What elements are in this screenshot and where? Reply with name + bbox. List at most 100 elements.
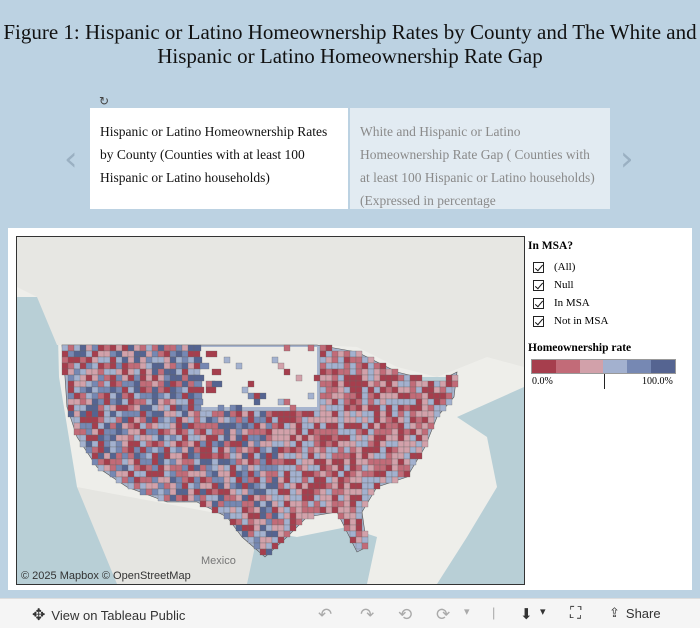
checkbox-icon[interactable] bbox=[533, 280, 544, 291]
county-map[interactable]: Mexico © 2025 Mapbox © OpenStreetMap bbox=[16, 236, 525, 585]
county-shape bbox=[332, 495, 338, 501]
county-shape bbox=[326, 351, 332, 357]
county-shape bbox=[134, 351, 140, 357]
county-shape bbox=[410, 429, 416, 435]
filter-option-not-in-msa[interactable]: Not in MSA bbox=[528, 312, 688, 330]
county-shape bbox=[254, 519, 260, 525]
county-shape bbox=[320, 459, 326, 465]
download-icon[interactable]: ⬇ bbox=[520, 605, 533, 623]
county-shape bbox=[260, 519, 266, 525]
county-shape bbox=[314, 465, 320, 471]
refresh-dropdown-icon[interactable]: ▾ bbox=[464, 605, 470, 618]
county-shape bbox=[362, 531, 368, 537]
filter-option-null[interactable]: Null bbox=[528, 276, 688, 294]
county-shape bbox=[326, 441, 332, 447]
county-shape bbox=[326, 435, 332, 441]
county-shape bbox=[242, 429, 248, 435]
county-shape bbox=[254, 531, 260, 537]
county-shape bbox=[446, 399, 452, 405]
fullscreen-icon[interactable]: ⛶ bbox=[570, 605, 581, 623]
county-shape bbox=[326, 417, 332, 423]
county-shape bbox=[278, 465, 284, 471]
county-shape bbox=[170, 423, 176, 429]
undo-icon[interactable]: ↶ bbox=[318, 605, 332, 625]
county-shape bbox=[278, 471, 284, 477]
county-shape bbox=[230, 411, 236, 417]
county-shape bbox=[218, 441, 224, 447]
county-shape bbox=[254, 435, 260, 441]
county-shape bbox=[242, 477, 248, 483]
county-shape bbox=[344, 381, 350, 387]
county-shape bbox=[410, 399, 416, 405]
filter-option-all[interactable]: (All) bbox=[528, 258, 688, 276]
revert-all-icon[interactable]: ⟲ bbox=[398, 605, 412, 625]
county-shape bbox=[194, 369, 200, 375]
county-shape bbox=[428, 417, 434, 423]
previous-story-arrow-icon[interactable]: ‹ bbox=[64, 142, 78, 176]
county-shape bbox=[404, 459, 410, 465]
county-shape bbox=[248, 537, 254, 543]
checkbox-icon[interactable] bbox=[533, 298, 544, 309]
county-shape bbox=[74, 411, 80, 417]
county-shape bbox=[236, 417, 242, 423]
county-shape bbox=[218, 495, 224, 501]
county-shape bbox=[386, 411, 392, 417]
county-shape bbox=[380, 447, 386, 453]
share-button[interactable]: ⇪ Share bbox=[609, 605, 661, 621]
county-shape bbox=[398, 375, 404, 381]
county-shape bbox=[344, 453, 350, 459]
view-on-tableau-button[interactable]: ✥ View on Tableau Public bbox=[32, 605, 185, 625]
county-shape bbox=[422, 405, 428, 411]
county-shape bbox=[386, 477, 392, 483]
story-point-1[interactable]: Hispanic or Latino Homeownership Rates b… bbox=[90, 108, 348, 209]
county-shape bbox=[236, 477, 242, 483]
checkbox-icon[interactable] bbox=[533, 262, 544, 273]
county-shape bbox=[338, 351, 344, 357]
county-shape bbox=[218, 447, 224, 453]
county-shape bbox=[272, 525, 278, 531]
county-shape bbox=[440, 381, 446, 387]
county-shape bbox=[332, 435, 338, 441]
filter-option-in-msa[interactable]: In MSA bbox=[528, 294, 688, 312]
county-shape bbox=[242, 435, 248, 441]
next-story-arrow-icon[interactable]: › bbox=[620, 142, 634, 176]
refresh-icon[interactable]: ⟳ bbox=[436, 605, 450, 625]
county-shape bbox=[416, 381, 422, 387]
county-shape bbox=[356, 357, 362, 363]
county-shape bbox=[218, 501, 224, 507]
county-shape bbox=[344, 387, 350, 393]
county-shape bbox=[212, 471, 218, 477]
county-shape bbox=[278, 417, 284, 423]
download-dropdown-icon[interactable]: ▾ bbox=[540, 605, 546, 618]
county-shape bbox=[386, 435, 392, 441]
county-shape bbox=[170, 465, 176, 471]
county-shape bbox=[380, 465, 386, 471]
county-shape bbox=[362, 393, 368, 399]
county-shape bbox=[368, 363, 374, 369]
county-shape bbox=[314, 483, 320, 489]
checkbox-icon[interactable] bbox=[533, 316, 544, 327]
color-ramp[interactable] bbox=[531, 359, 676, 374]
county-shape bbox=[248, 411, 254, 417]
county-shape bbox=[80, 441, 86, 447]
county-shape bbox=[158, 489, 164, 495]
story-point-2[interactable]: White and Hispanic or Latino Homeownersh… bbox=[350, 108, 610, 209]
county-shape bbox=[380, 393, 386, 399]
county-shape bbox=[236, 423, 242, 429]
county-shape bbox=[398, 399, 404, 405]
county-shape bbox=[278, 477, 284, 483]
county-shape bbox=[140, 489, 146, 495]
county-shape bbox=[374, 459, 380, 465]
county-shape bbox=[164, 489, 170, 495]
county-shape bbox=[248, 477, 254, 483]
county-shape bbox=[344, 507, 350, 513]
county-shape bbox=[326, 411, 332, 417]
county-shape bbox=[344, 489, 350, 495]
county-shape bbox=[374, 417, 380, 423]
county-shape bbox=[266, 513, 272, 519]
revert-icon[interactable]: ↻ bbox=[99, 94, 109, 108]
redo-icon[interactable]: ↷ bbox=[360, 605, 374, 625]
county-shape bbox=[266, 459, 272, 465]
county-shape bbox=[356, 387, 362, 393]
county-shape bbox=[284, 411, 290, 417]
